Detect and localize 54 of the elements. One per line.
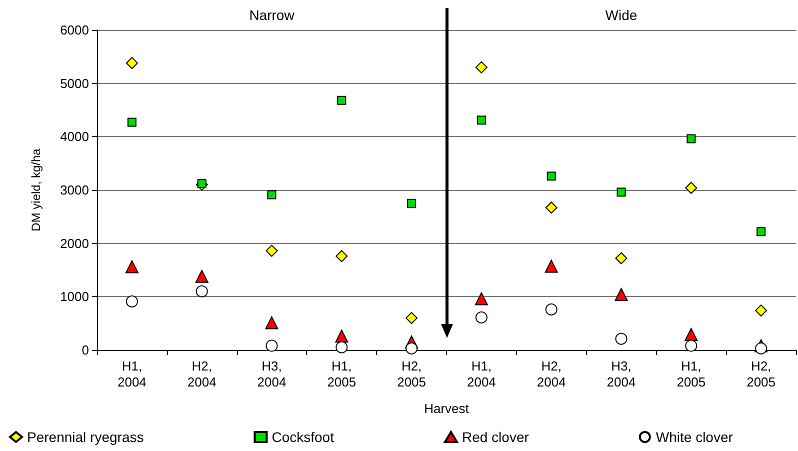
x-tick-label: H2, 2004 — [187, 358, 216, 390]
x-tick-label: H1, 2005 — [327, 358, 356, 390]
x-tick-label: H1, 2004 — [466, 358, 496, 390]
point — [474, 292, 488, 306]
y-tick-label: 5000 — [60, 76, 89, 91]
point — [407, 198, 416, 208]
x-tick-label: H2, 2004 — [536, 358, 566, 390]
x-tick-label: H1, 2005 — [676, 358, 706, 390]
point — [267, 190, 276, 200]
point — [684, 328, 698, 342]
y-tick-label: 2000 — [60, 236, 89, 251]
point — [406, 312, 418, 324]
y-tick-label: 1000 — [60, 289, 89, 304]
point — [544, 260, 558, 273]
point — [195, 270, 208, 283]
point — [335, 330, 348, 343]
legend-label: Perennial ryegrass — [27, 429, 144, 445]
point — [614, 288, 628, 302]
point — [756, 227, 766, 236]
y-tick-label: 6000 — [60, 22, 89, 38]
point — [337, 96, 346, 105]
point — [127, 118, 136, 127]
x-tick-label: H3, 2004 — [257, 358, 286, 390]
point — [685, 182, 698, 194]
point — [755, 342, 768, 354]
x-axis-title: Harvest — [424, 401, 470, 416]
text: Narrow — [249, 7, 296, 23]
point — [336, 250, 348, 262]
text: Wide — [605, 7, 638, 23]
point — [616, 188, 626, 197]
x-tick-label: H2, 2005 — [746, 358, 776, 390]
point — [475, 61, 488, 74]
point — [266, 244, 278, 257]
point — [476, 116, 486, 125]
y-axis-title: DM yield, kg/ha — [29, 148, 43, 232]
point — [755, 304, 768, 317]
point — [546, 172, 556, 181]
point — [125, 260, 138, 274]
legend-label: Red clover — [462, 429, 530, 445]
y-tick-label: 0 — [82, 342, 89, 358]
point — [126, 57, 138, 70]
point — [406, 342, 418, 354]
point — [197, 179, 206, 188]
point — [615, 252, 628, 264]
point — [265, 316, 278, 330]
point — [545, 202, 558, 214]
legend-label: Cocksfoot — [272, 429, 334, 445]
y-tick-label: 4000 — [60, 129, 89, 144]
x-tick-label: H3, 2004 — [606, 358, 636, 390]
y-tick-label: 3000 — [60, 182, 89, 198]
point — [686, 134, 696, 144]
legend-label: White clover — [656, 429, 734, 445]
x-tick-label: H2, 2005 — [397, 358, 426, 390]
x-tick-label: H1, 2004 — [117, 358, 146, 390]
